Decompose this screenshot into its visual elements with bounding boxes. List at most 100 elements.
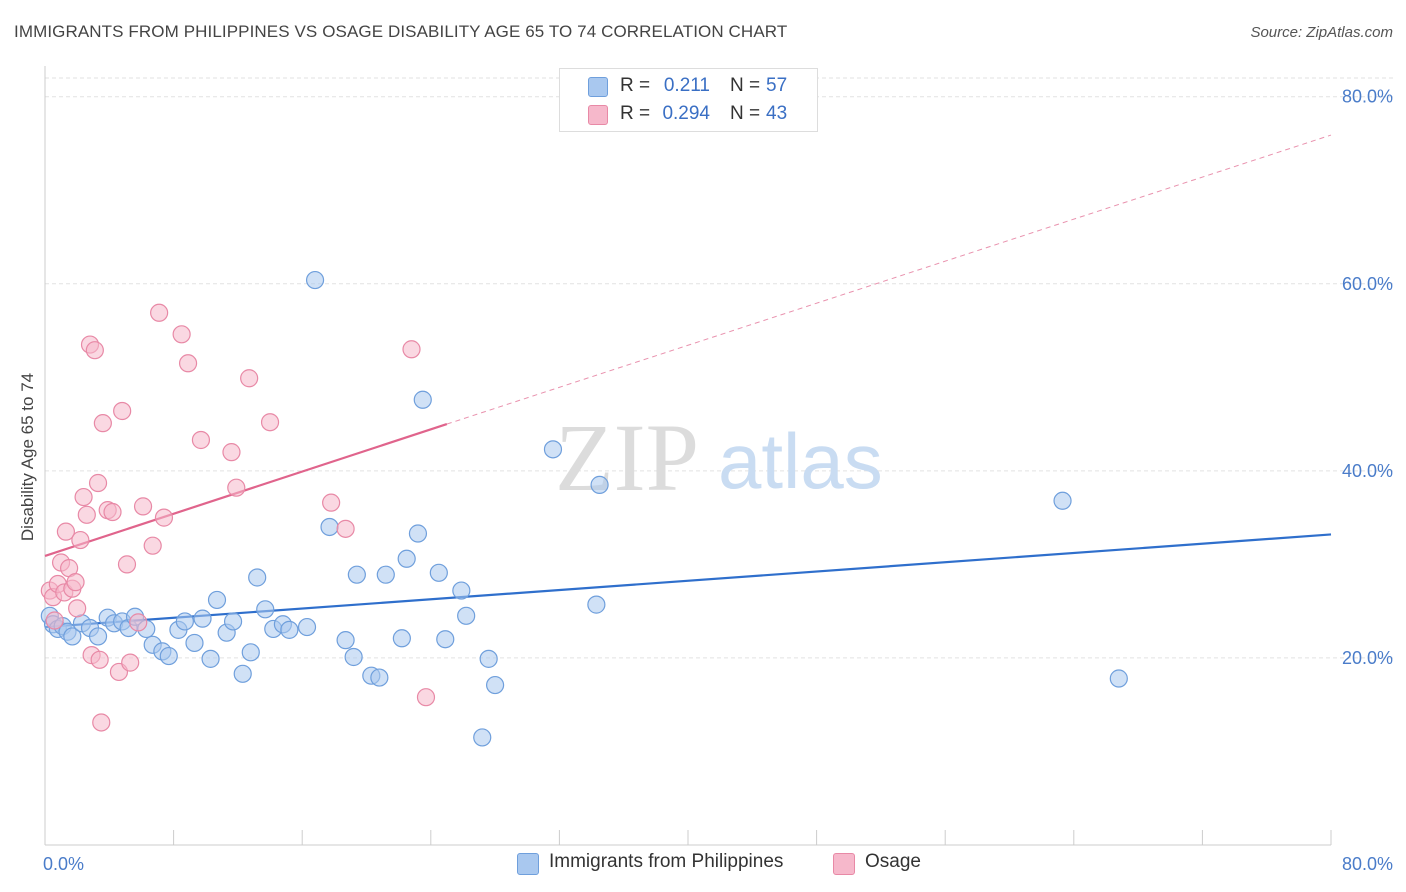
- point-osage: [66, 573, 85, 592]
- point-philippines: [370, 668, 389, 687]
- point-philippines: [408, 524, 428, 543]
- point-osage: [85, 341, 104, 360]
- grid-lines: [45, 77, 1393, 659]
- point-osage: [240, 369, 259, 388]
- point-osage: [227, 478, 246, 497]
- point-philippines: [320, 517, 339, 537]
- point-philippines: [280, 620, 299, 639]
- point-osage: [222, 443, 241, 462]
- point-philippines: [590, 475, 609, 494]
- point-osage: [92, 713, 111, 732]
- point-philippines: [473, 728, 492, 747]
- y-tick-label: 80.0%: [1342, 87, 1393, 107]
- legend-row-philippines: R = 0.211 N = 57: [560, 73, 817, 101]
- watermark: ZIP atlas: [555, 404, 883, 511]
- point-philippines: [486, 675, 505, 695]
- chart-title: IMMIGRANTS FROM PHILIPPINES VS OSAGE DIS…: [14, 22, 788, 41]
- point-osage: [74, 487, 93, 507]
- point-philippines: [429, 563, 448, 582]
- legend-n-label: N =: [730, 75, 761, 96]
- point-philippines: [159, 646, 178, 666]
- point-philippines: [1053, 491, 1072, 510]
- legend-r-value: 0.294: [662, 103, 710, 124]
- legend-n-value: 57: [766, 75, 788, 96]
- point-osage: [154, 508, 174, 527]
- point-philippines: [297, 617, 317, 637]
- point-osage: [143, 536, 162, 555]
- point-osage: [150, 303, 169, 322]
- legend-r-value: 0.211: [663, 75, 710, 96]
- point-osage: [113, 401, 132, 421]
- y-tick-label: 20.0%: [1342, 648, 1393, 668]
- point-philippines: [436, 630, 455, 649]
- point-osage: [178, 354, 198, 373]
- tick-labels: 20.0% 40.0% 60.0% 80.0% 0.0% 80.0%: [43, 87, 1393, 874]
- point-philippines: [587, 595, 606, 614]
- point-osage: [77, 505, 96, 524]
- watermark-zip: ZIP: [555, 404, 699, 511]
- point-osage: [88, 473, 108, 493]
- legend-r-label: R =: [620, 75, 651, 96]
- y-tick-label: 60.0%: [1342, 274, 1393, 294]
- point-osage: [322, 493, 341, 512]
- point-osage: [336, 519, 355, 538]
- trend-line-osage: [44, 423, 448, 558]
- legend-swatch-pink: [588, 105, 608, 125]
- point-osage: [117, 555, 137, 574]
- point-philippines: [376, 565, 395, 584]
- legend-swatch-pink: [833, 853, 855, 875]
- point-philippines: [479, 649, 498, 668]
- legend-r-label: R =: [620, 103, 651, 124]
- point-philippines: [241, 643, 260, 662]
- point-philippines: [63, 627, 82, 646]
- point-philippines: [248, 568, 267, 587]
- point-philippines: [457, 606, 476, 625]
- legend-label: Immigrants from Philippines: [549, 851, 784, 872]
- point-philippines: [336, 631, 355, 650]
- point-philippines: [185, 633, 204, 653]
- point-osage: [90, 650, 109, 669]
- point-osage: [56, 522, 75, 541]
- point-osage: [121, 653, 140, 672]
- data-points: [40, 270, 1128, 747]
- point-philippines: [392, 629, 411, 648]
- axes: [44, 66, 1332, 846]
- x-tick-label: 80.0%: [1342, 854, 1393, 874]
- point-philippines: [193, 609, 212, 628]
- y-axis-label: Disability Age 65 to 74: [18, 373, 37, 541]
- point-philippines: [413, 390, 432, 409]
- point-philippines: [347, 565, 366, 584]
- legend-n-value: 43: [766, 103, 788, 124]
- point-osage: [260, 413, 280, 432]
- point-osage: [71, 530, 90, 550]
- legend-n-label: N =: [730, 103, 761, 124]
- point-osage: [93, 414, 112, 433]
- point-philippines: [223, 612, 243, 631]
- point-osage: [172, 325, 191, 344]
- legend-row-osage: R = 0.294 N = 43: [560, 101, 817, 129]
- point-philippines: [233, 664, 252, 683]
- point-philippines: [175, 612, 194, 631]
- point-osage: [103, 502, 122, 522]
- y-tick-label: 40.0%: [1342, 461, 1393, 481]
- legend-swatch-blue: [588, 77, 608, 97]
- watermark-atlas: atlas: [718, 417, 883, 505]
- source-label: Source: ZipAtlas.com: [1250, 24, 1393, 41]
- point-philippines: [344, 647, 363, 667]
- legend-swatch-blue: [517, 853, 539, 875]
- point-philippines: [452, 581, 471, 600]
- trend-lines: [44, 134, 1332, 629]
- point-philippines: [201, 649, 220, 668]
- correlation-legend: R = 0.211 N = 57 R = 0.294 N = 43: [559, 68, 818, 132]
- point-philippines: [207, 590, 227, 610]
- point-osage: [133, 497, 153, 516]
- point-philippines: [256, 600, 275, 619]
- point-osage: [129, 613, 148, 632]
- point-osage: [45, 611, 64, 630]
- x-tick-label: 0.0%: [43, 854, 84, 874]
- point-osage: [191, 430, 211, 450]
- legend-label: Osage: [865, 851, 921, 872]
- point-philippines: [543, 440, 563, 459]
- trend-line-osage: [446, 134, 1332, 425]
